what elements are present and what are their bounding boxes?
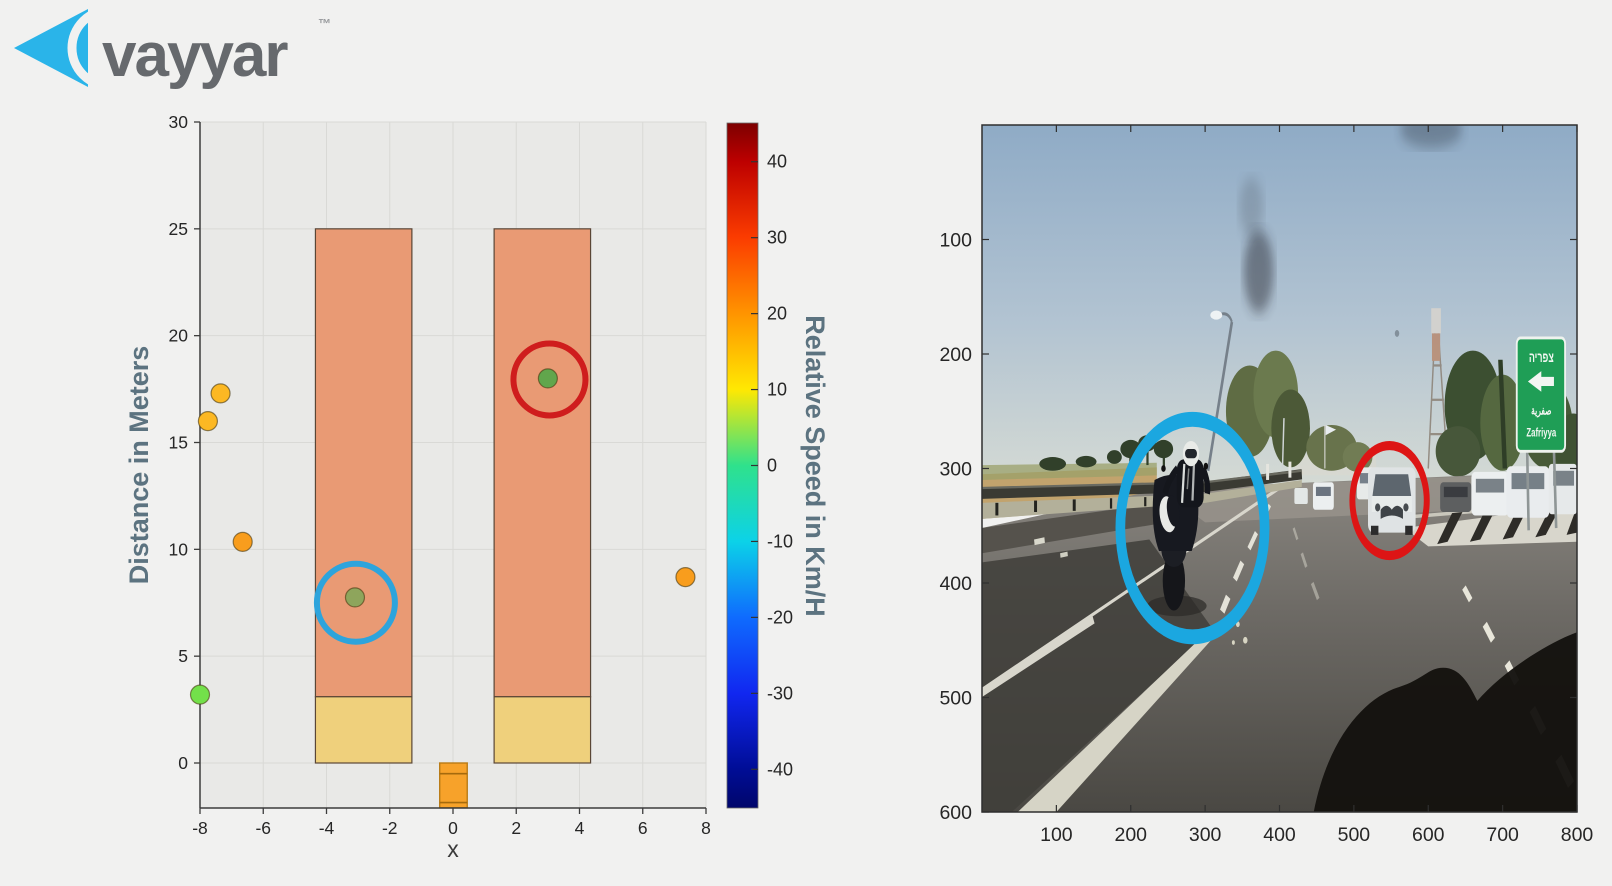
camera-y-tick-label: 100	[939, 230, 972, 252]
lane-zone-near	[314, 696, 413, 764]
lane-zone-far	[493, 228, 592, 698]
lane-zone-far	[314, 228, 413, 698]
lane-zone-near	[493, 696, 592, 764]
distant-bird	[1394, 329, 1400, 337]
colorbar-tick-label: 0	[767, 456, 777, 476]
camera-y-tick-label: 600	[939, 802, 972, 824]
sign-arrow-left-icon	[1527, 371, 1554, 392]
scrub-line	[982, 462, 1157, 480]
camera-y-tick-label: 400	[939, 573, 972, 595]
blue-detection-circle	[1115, 411, 1270, 645]
camera-y-tick-label: 200	[939, 344, 972, 366]
y-tick-label: 30	[169, 112, 189, 132]
detection-point	[232, 531, 253, 552]
y-tick-label: 25	[169, 219, 188, 239]
detection-point	[189, 684, 211, 705]
detection-point	[675, 567, 696, 588]
y-tick-label: 20	[169, 326, 189, 346]
detection-point	[197, 411, 219, 432]
sign-text-hebrew: צפריה	[1529, 351, 1554, 365]
camera-x-tick-label: 400	[1263, 824, 1296, 846]
guardrail-shadow	[982, 502, 1174, 554]
camera-y-tick-label: 500	[939, 688, 972, 710]
camera-x-tick-label: 200	[1114, 824, 1147, 846]
y-tick-label: 10	[169, 539, 189, 559]
y-axis-label: Distance in Meters	[124, 346, 154, 585]
x-tick-label: -8	[192, 818, 208, 838]
sign-text-arabic: صفرية	[1531, 405, 1551, 418]
sign-text-latin: Zafriyya	[1526, 427, 1556, 440]
white-flag	[1325, 424, 1337, 436]
x-tick-label: 4	[575, 818, 585, 838]
x-tick-label: -6	[255, 818, 271, 838]
lens-smudge-top	[1399, 125, 1463, 148]
colorbar-tick-label: 30	[767, 228, 787, 248]
vayyar-logo-icon-slice	[67, 9, 88, 87]
colorbar-tick-label: 10	[767, 380, 787, 400]
trademark-symbol: ™	[318, 16, 331, 31]
ego-vehicle-marker	[439, 762, 468, 809]
distant-cars	[1294, 482, 1334, 510]
x-tick-label: 8	[701, 818, 711, 838]
dashcam-image: צפריה صفرية Zafriyya	[982, 125, 1577, 812]
red-detection-circle	[1349, 441, 1430, 561]
colorbar-tick-label: -20	[767, 607, 793, 627]
distance-scatter-plot: -8 -6 -4 -2 0 2 4 6 8 0 5 10 15 20 25 30	[169, 112, 711, 838]
colorbar-tick-label: -10	[767, 531, 793, 551]
y-tick-label: 15	[169, 433, 188, 453]
camera-x-tick-label: 600	[1412, 824, 1445, 846]
x-tick-label: 2	[511, 818, 521, 838]
camera-x-tick-label: 100	[1040, 824, 1073, 846]
center-trees	[1225, 350, 1373, 472]
blue-annotation-circle	[313, 560, 398, 645]
vayyar-logo-text: vayyar	[102, 21, 288, 90]
detected-car	[1368, 467, 1416, 535]
x-tick-label: 0	[448, 818, 458, 838]
detected-motorcycle	[1147, 441, 1211, 617]
camera-x-tick-label: 700	[1486, 824, 1519, 846]
detection-point	[344, 587, 366, 608]
camera-rider-shadow	[1313, 632, 1577, 812]
detection-point	[537, 368, 558, 389]
y-tick-label: 5	[178, 646, 188, 666]
detection-point	[210, 383, 231, 404]
colorbar-tick-label: -40	[767, 759, 793, 779]
x-tick-label: -2	[382, 818, 398, 838]
road-sign: צפריה صفرية Zafriyya	[1515, 336, 1567, 531]
x-tick-label: -4	[319, 818, 335, 838]
x-tick-label: 6	[638, 818, 648, 838]
camera-axes: 100 200 300 400 500 600 700 800 100 200 300 400 500 6…	[939, 124, 1594, 846]
lens-smudge-faint	[1239, 177, 1264, 238]
camera-y-tick-label: 300	[939, 459, 972, 481]
solid-lane-line	[1017, 625, 1225, 812]
speed-colorbar: 40 30 20 10 0 -10 -20 -30 -40	[726, 122, 793, 809]
camera-x-tick-label: 800	[1561, 824, 1594, 846]
colorbar-tick-label: -30	[767, 683, 793, 703]
camera-x-tick-label: 500	[1338, 824, 1371, 846]
x-axis-label: x	[447, 836, 459, 862]
colorbar-label: Relative Speed in Km/H	[800, 315, 830, 617]
lens-smudge	[1243, 230, 1274, 313]
red-annotation-circle	[510, 340, 589, 419]
y-tick-label: 0	[178, 753, 188, 773]
colorbar-tick-label: 40	[767, 152, 787, 172]
street-lamp	[1206, 310, 1337, 472]
colorbar-tick-label: 20	[767, 304, 787, 324]
camera-x-tick-label: 300	[1189, 824, 1222, 846]
vayyar-logo: vayyar ™	[14, 9, 331, 90]
vayyar-logo-icon	[14, 9, 88, 87]
